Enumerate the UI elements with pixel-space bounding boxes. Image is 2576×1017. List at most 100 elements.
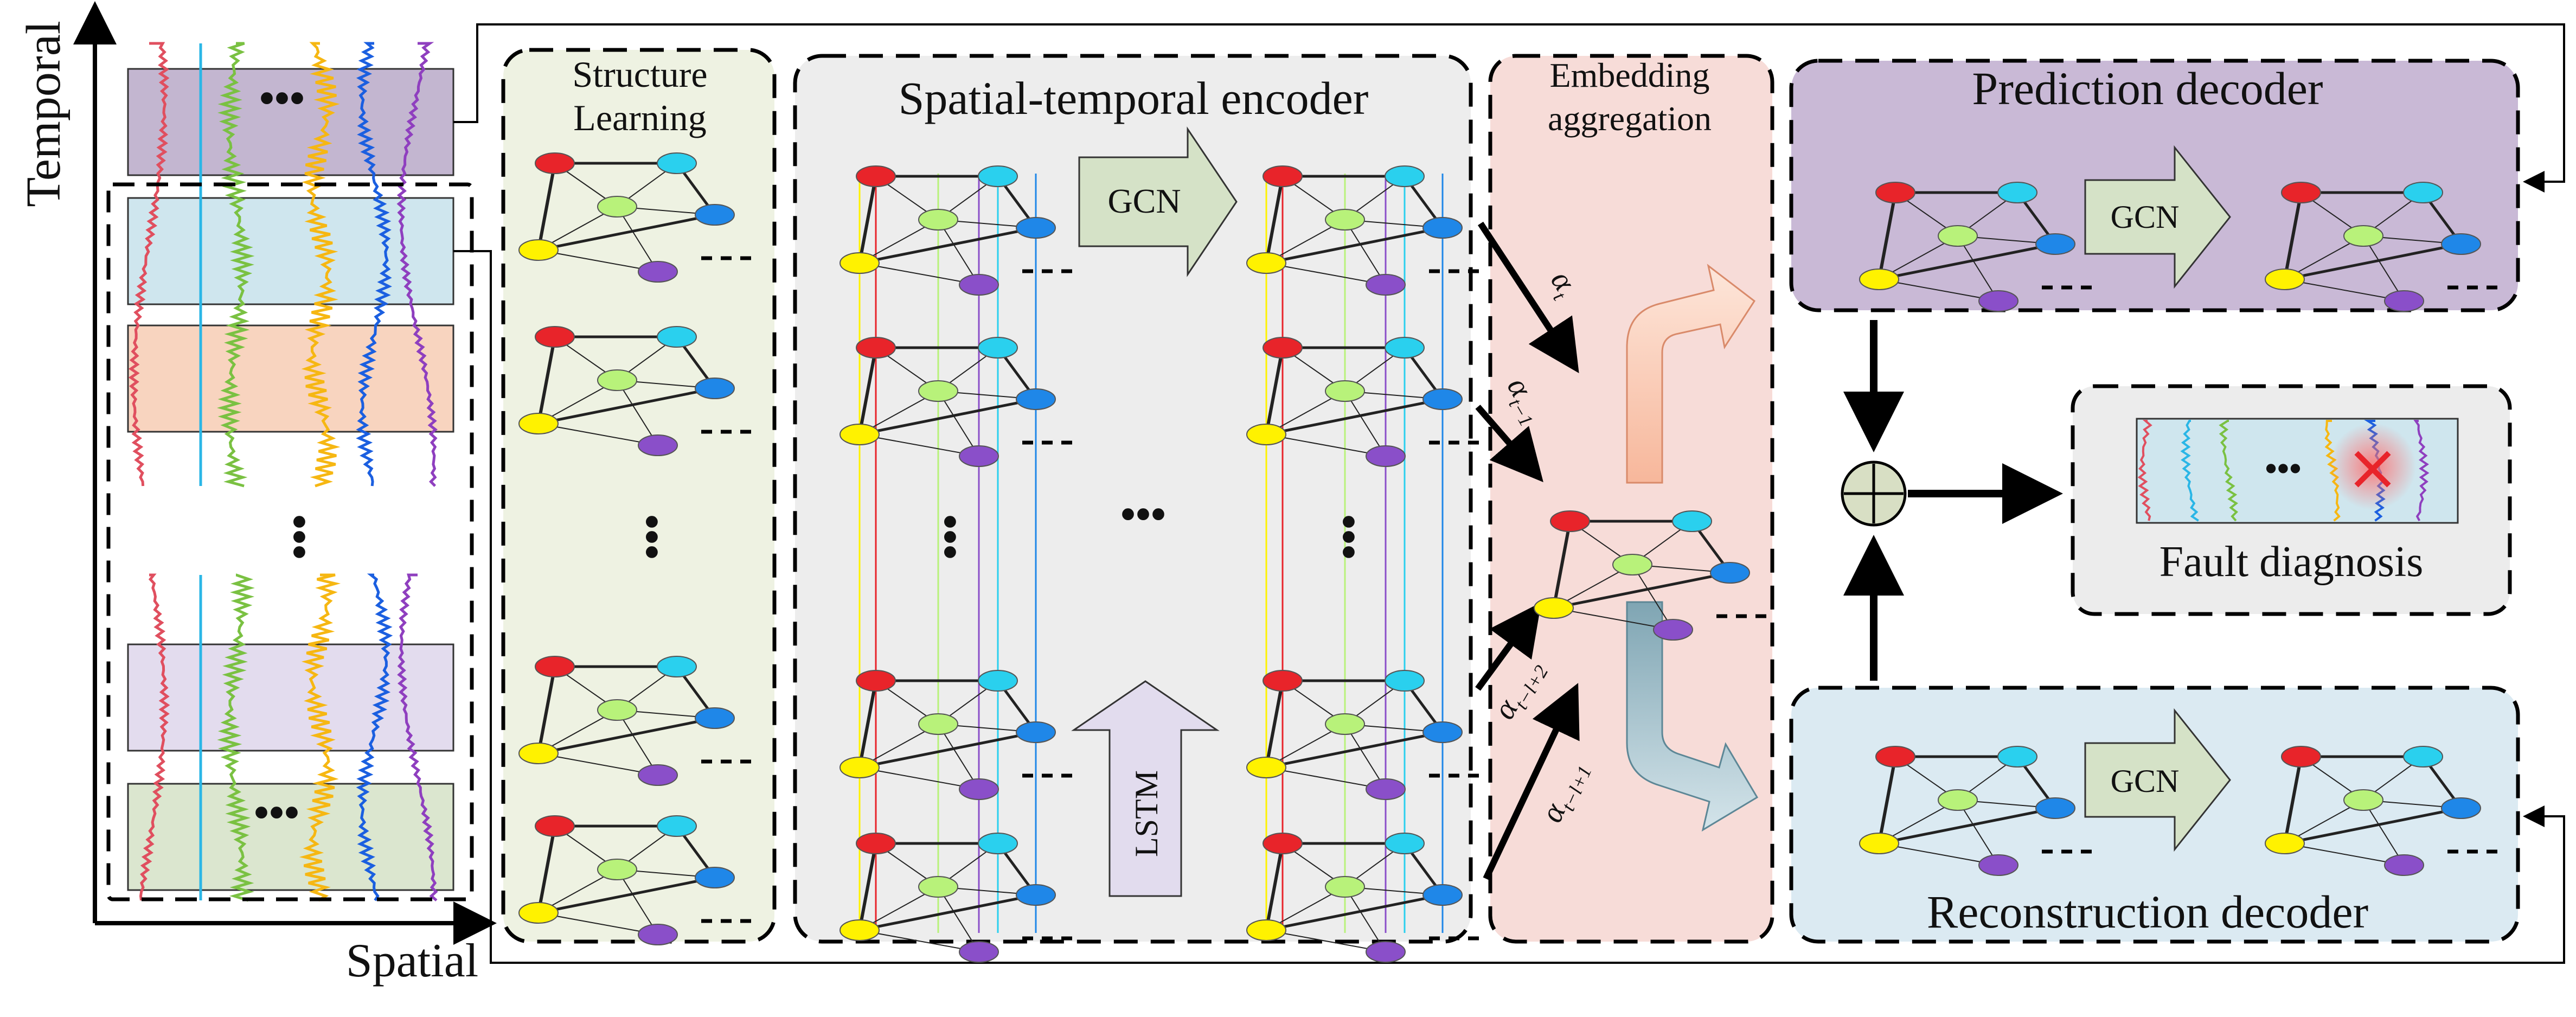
node-green [597,859,637,880]
graph-edge [1344,724,1386,790]
node-purple [638,764,678,786]
graph-edge [538,717,715,755]
graph-edge [537,666,556,754]
embedding-aggregation-panel: Embedding aggregation αt αt−1 αt−l+2 αt−… [1475,54,1774,944]
structure-learning-title-2: Learning [573,97,706,138]
node-yellow [1534,597,1574,619]
graph-instances [518,152,2497,963]
weight-arrow-t [1477,221,1579,374]
series-red [139,573,170,901]
graph-edge [538,250,658,272]
node-yellow [1859,833,1899,854]
graph-2 [518,656,751,786]
fault-series-line [2180,420,2199,522]
node-green [1325,209,1365,231]
graph-edge [2283,756,2303,844]
encoder-lstm-arrow [1071,680,1220,897]
node-purple [638,924,678,945]
reconstruction-decoder-title: Reconstruction decoder [1927,886,2368,938]
node-green [1612,554,1652,575]
node-red [1263,337,1303,359]
node-blue [1710,562,1750,584]
graph-3 [518,815,751,945]
time-series-input: ••• ••• ••• [106,42,474,902]
graph-7 [840,833,1072,963]
node-purple [1978,854,2018,876]
graph-edge [1266,226,1443,265]
node-green [597,196,637,218]
node-blue [1016,884,1056,906]
node-yellow [518,239,559,261]
node-cyan [657,326,697,348]
graph-edge [1957,799,1999,866]
node-yellow [1246,919,1286,941]
node-cyan [1385,833,1425,854]
graph-edge [858,680,877,768]
graph-edge [538,912,658,935]
node-cyan [1997,182,2037,203]
node-red [1550,510,1590,532]
graph-edge [1266,263,1386,285]
structure-learning-title-1: Structure [572,54,707,95]
node-red [535,656,575,677]
fusion-connectors [1841,320,2063,681]
node-blue [695,707,735,729]
node-cyan [2403,182,2443,203]
node-green [1325,713,1365,735]
graph-edge [2284,279,2405,302]
spatial-temporal-encoder-panel: Spatial-temporal encoder GCN LSTM ••• ••… [793,54,1473,944]
node-purple [638,261,678,283]
graph-edge [1879,807,2056,845]
node-purple [2384,854,2424,876]
graph-9 [1246,337,1479,467]
structure-learning-frame [501,48,777,944]
node-yellow [840,919,880,941]
series-green [217,573,255,902]
node-yellow [518,902,559,924]
aggregation-title-1: Embedding [1549,56,1709,94]
graph-edge [1266,434,1386,457]
node-blue [2441,797,2481,819]
node-blue [695,867,735,888]
series-orange [299,573,341,902]
axes: Temporal Spatial [17,1,497,987]
node-cyan [1385,165,1425,187]
graph-edge [1877,192,1897,280]
sensor-series [128,42,438,902]
node-cyan [978,165,1018,187]
series-red [128,42,170,487]
node-yellow [2265,833,2305,854]
encoder-ellipsis-left: ••• [926,514,973,560]
graph-edge [537,336,556,424]
reconstruction-gcn-label: GCN [2111,763,2180,799]
graph-edge [538,387,715,425]
fault-ellipsis: ••• [2265,449,2301,488]
graph-edge [859,930,979,952]
node-green [1325,380,1365,402]
graph-edge [538,423,658,446]
graph-edge [1266,930,1386,952]
fault-series-line [2219,420,2239,522]
graph-edge [537,163,556,251]
graph-edge [859,893,1036,932]
series-blue [356,573,393,901]
input-window-frame [106,182,474,901]
node-purple [2384,290,2424,312]
graph-edge [859,226,1036,265]
graph-4 [840,165,1072,296]
graph-edge [538,753,658,776]
encoder-ellipsis-right: ••• [1324,514,1372,560]
graph-edge [938,219,979,285]
node-yellow [1246,424,1286,445]
node-cyan [1997,746,2037,767]
graph-edge [1879,843,1999,866]
graph-edge [2284,807,2462,845]
node-red [2281,746,2321,767]
graph-edge [859,398,1036,436]
bottom-feedback-line [453,250,2565,964]
window-rect-3 [127,643,454,752]
fault-series-line [2413,420,2430,521]
node-cyan [978,833,1018,854]
top-feedback-line [453,23,2565,193]
node-green [597,369,637,391]
